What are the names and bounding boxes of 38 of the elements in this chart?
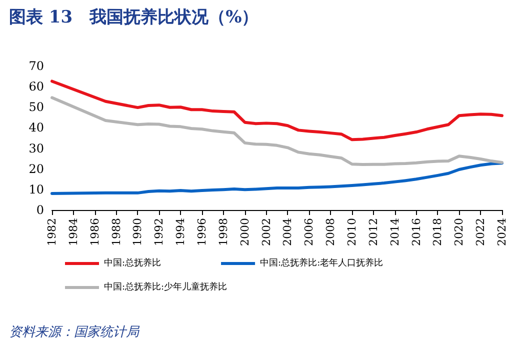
x-tick-label: 2022	[474, 218, 488, 246]
chart-title: 图表 13 我国抚养比状况（%）	[9, 8, 259, 28]
x-tick-label: 2010	[346, 218, 358, 246]
legend-label: 中国:总抚养比	[104, 258, 162, 268]
line-series	[50, 80, 504, 142]
x-tick-label: 2008	[324, 218, 338, 246]
y-tick-label: 50	[28, 100, 44, 114]
line-series	[50, 96, 504, 166]
y-tick-label: 20	[28, 162, 44, 176]
x-tick-label: 2000	[238, 218, 252, 246]
y-tick-label: 30	[28, 141, 44, 156]
legend-label: 中国:总抚养比:老年人口抚养比	[260, 258, 384, 268]
x-tick-label: 1990	[131, 218, 144, 246]
x-tick-label: 2016	[410, 218, 423, 246]
y-tick-label: 60	[28, 80, 44, 94]
x-tick-label: 1998	[216, 218, 230, 246]
x-tick-label: 1984	[66, 218, 80, 246]
y-tick-label: 40	[28, 120, 44, 135]
x-tick-label: 2024	[496, 218, 508, 246]
x-tick-label: 1992	[152, 218, 166, 246]
x-tick-label: 1994	[174, 218, 188, 246]
y-tick-label: 0	[36, 203, 44, 217]
y-tick-label: 70	[28, 59, 44, 73]
x-tick-label: 2006	[302, 218, 316, 246]
x-tick-label: 1986	[88, 218, 102, 246]
x-tick-label: 2004	[281, 218, 294, 246]
x-tick-label: 2002	[260, 218, 273, 246]
legend-label: 中国:总抚养比:少年儿童抚养比	[104, 282, 228, 292]
x-tick-label: 1996	[196, 218, 208, 246]
text: 资料来源：国家统计局	[9, 324, 140, 340]
x-tick-label: 1988	[110, 218, 123, 246]
x-tick-label: 2020	[452, 218, 466, 246]
x-tick-label: 2012	[366, 218, 380, 246]
y-tick-label: 10	[28, 182, 44, 196]
x-tick-label: 2014	[388, 218, 402, 246]
x-tick-label: 2018	[431, 218, 444, 246]
line-series	[50, 162, 504, 196]
x-tick-label: 1982	[46, 218, 58, 246]
